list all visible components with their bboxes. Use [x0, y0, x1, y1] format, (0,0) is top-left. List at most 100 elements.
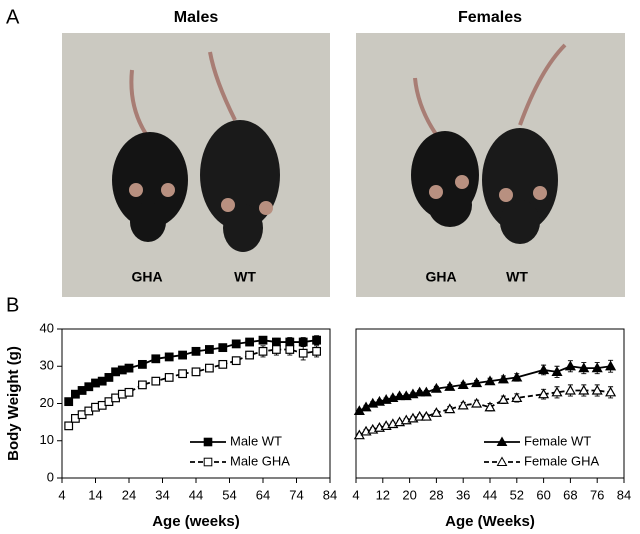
- marker: [151, 354, 161, 364]
- x-tick-label: 68: [563, 487, 577, 502]
- photo-label: GHA: [131, 269, 162, 285]
- photo-label: WT: [506, 269, 528, 285]
- marker: [231, 356, 241, 366]
- marker: [124, 387, 134, 397]
- marker: [484, 375, 496, 386]
- marker: [551, 386, 563, 397]
- y-tick-label: 0: [47, 469, 54, 484]
- marker: [564, 360, 576, 371]
- marker: [564, 384, 576, 395]
- marker: [394, 390, 406, 401]
- x-tick-label: 74: [289, 487, 303, 502]
- marker: [312, 346, 321, 356]
- marker: [191, 367, 201, 377]
- marker: [218, 359, 228, 369]
- y-tick-label: 40: [40, 320, 54, 335]
- panel-label: B: [6, 294, 19, 316]
- y-tick-label: 10: [40, 432, 54, 447]
- x-tick-label: 20: [402, 487, 416, 502]
- marker: [205, 363, 214, 373]
- marker: [578, 384, 590, 395]
- x-tick-label: 52: [510, 487, 524, 502]
- x-tick-label: 4: [352, 487, 359, 502]
- series-line: [358, 365, 611, 412]
- photo-label: GHA: [425, 269, 456, 285]
- marker: [191, 346, 201, 356]
- marker: [430, 382, 442, 393]
- x-axis-label: Age (weeks): [152, 513, 240, 530]
- x-tick-label: 84: [617, 487, 631, 502]
- photo-title: Males: [174, 9, 219, 26]
- x-tick-label: 4: [58, 487, 65, 502]
- marker: [551, 366, 563, 376]
- marker: [285, 345, 295, 354]
- marker: [178, 369, 188, 379]
- x-tick-label: 44: [483, 487, 497, 502]
- marker: [124, 363, 134, 373]
- marker: [430, 407, 442, 417]
- marker: [420, 386, 432, 397]
- x-tick-label: 64: [256, 487, 270, 502]
- panel-label: A: [6, 6, 20, 28]
- marker: [298, 348, 308, 358]
- x-tick-label: 36: [456, 487, 470, 502]
- marker: [591, 362, 603, 373]
- marker: [245, 337, 255, 347]
- marker: [605, 360, 617, 371]
- marker: [258, 346, 268, 356]
- photo-females: [356, 33, 625, 297]
- marker: [205, 345, 214, 354]
- marker: [64, 397, 74, 407]
- marker: [164, 373, 174, 382]
- marker: [471, 397, 483, 408]
- marker: [444, 403, 456, 414]
- marker: [178, 350, 188, 360]
- marker: [231, 339, 241, 349]
- marker: [591, 384, 603, 395]
- marker: [104, 373, 114, 382]
- legend-label: Female GHA: [524, 453, 599, 468]
- marker: [245, 350, 255, 360]
- marker: [298, 337, 308, 347]
- photo-males: [62, 33, 330, 297]
- x-tick-label: 12: [376, 487, 390, 502]
- legend-label: Male WT: [230, 433, 282, 448]
- x-tick-label: 60: [536, 487, 550, 502]
- x-tick-label: 76: [590, 487, 604, 502]
- marker: [218, 343, 228, 353]
- legend-label: Female WT: [524, 433, 591, 448]
- y-tick-label: 30: [40, 358, 54, 373]
- series-line: [68, 348, 317, 427]
- marker: [138, 380, 147, 390]
- marker: [578, 362, 590, 373]
- y-tick-label: 20: [40, 395, 54, 410]
- marker: [164, 352, 174, 362]
- marker: [138, 359, 147, 369]
- marker: [151, 376, 161, 386]
- marker: [511, 392, 523, 403]
- marker: [457, 379, 469, 389]
- photo-label: WT: [234, 269, 256, 285]
- marker: [444, 381, 456, 391]
- marker: [538, 388, 550, 399]
- legend-marker: [496, 436, 508, 446]
- marker: [471, 377, 483, 388]
- marker: [64, 421, 74, 431]
- legend-marker: [203, 457, 213, 467]
- marker: [497, 394, 509, 404]
- x-axis-label: Age (Weeks): [445, 513, 535, 530]
- x-tick-label: 54: [222, 487, 236, 502]
- marker: [497, 373, 509, 384]
- marker: [272, 345, 281, 354]
- photo-title: Females: [458, 9, 522, 26]
- marker: [414, 410, 426, 421]
- x-tick-label: 44: [189, 487, 203, 502]
- x-tick-label: 28: [429, 487, 443, 502]
- marker: [511, 371, 523, 382]
- legend-marker: [203, 437, 213, 447]
- x-tick-label: 34: [155, 487, 169, 502]
- x-tick-label: 14: [88, 487, 102, 502]
- y-axis-label: Body Weight (g): [5, 346, 22, 461]
- legend-marker: [496, 456, 508, 466]
